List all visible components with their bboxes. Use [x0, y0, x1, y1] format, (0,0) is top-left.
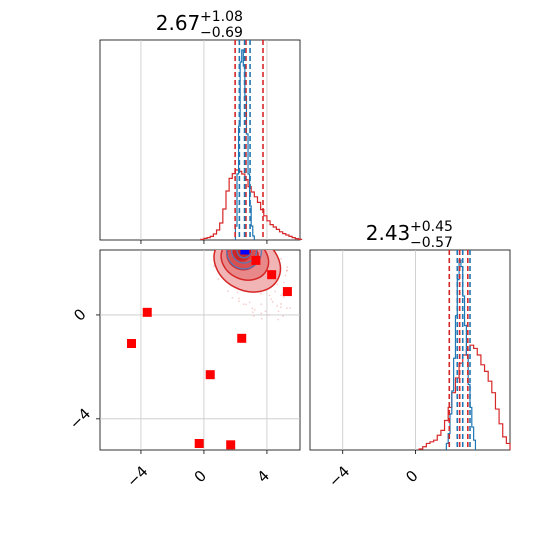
- sample-point: [225, 248, 227, 250]
- sample-point: [212, 244, 214, 246]
- marginal-x-series-0: [200, 169, 303, 240]
- title-upper-error: +0.45: [410, 219, 453, 235]
- title-upper-error: +1.08: [200, 9, 243, 25]
- sample-point: [236, 291, 239, 294]
- sample-point: [242, 303, 245, 306]
- x-tick-label: 0: [191, 467, 210, 486]
- marginal-x-title: 2.67: [156, 11, 201, 35]
- red-marker: [142, 307, 152, 317]
- marginal-x-panel: 2.67 +1.08−0.69: [99, 9, 303, 244]
- blue-marker: [240, 250, 250, 255]
- sample-point: [280, 294, 283, 297]
- sample-point: [253, 241, 255, 243]
- red-marker: [126, 339, 136, 349]
- x-tick-label: −4: [325, 462, 353, 490]
- blue-contour-level: [230, 250, 258, 264]
- sample-point: [268, 314, 270, 316]
- title-lower-error: −0.69: [200, 25, 243, 41]
- red-marker: [237, 333, 247, 343]
- sample-point: [276, 283, 279, 286]
- sample-point: [283, 281, 285, 284]
- sample-point: [261, 247, 263, 249]
- sample-point: [237, 242, 239, 244]
- sample-point: [276, 304, 278, 307]
- marginal-y-panel: 2.43 +0.45−0.57 −4 0: [309, 219, 511, 491]
- sample-point: [260, 303, 263, 306]
- marginal-y-title: 2.43: [366, 221, 411, 245]
- sample-point: [282, 296, 285, 298]
- sample-point: [238, 297, 240, 300]
- title-lower-error: −0.57: [410, 235, 453, 251]
- sample-point: [264, 310, 267, 313]
- sample-point: [237, 244, 239, 246]
- sample-point: [213, 242, 215, 244]
- sample-point: [271, 300, 274, 303]
- marginal-y-series-1: [445, 259, 477, 450]
- red-marker: [267, 270, 277, 280]
- sample-point: [228, 243, 230, 245]
- sample-point: [277, 318, 280, 321]
- x-tick-label: 4: [254, 467, 273, 486]
- sample-point: [251, 307, 254, 310]
- blue-contour-level: [226, 250, 263, 270]
- sample-point: [248, 245, 250, 247]
- x-tick-label: −4: [123, 462, 151, 490]
- sample-point: [279, 306, 282, 309]
- red-marker: [282, 287, 292, 297]
- sample-point: [285, 307, 288, 310]
- red-marker: [194, 439, 204, 449]
- sample-point: [241, 244, 243, 246]
- sample-point: [280, 303, 282, 305]
- sample-point: [252, 315, 255, 317]
- sample-point: [284, 274, 287, 277]
- sample-point: [217, 240, 219, 242]
- marginal-x-frame: [99, 39, 301, 241]
- sample-point: [227, 290, 230, 293]
- sample-point: [240, 245, 242, 247]
- sample-point: [274, 290, 277, 293]
- sample-point: [249, 245, 251, 247]
- sample-point: [280, 257, 282, 260]
- sample-point: [216, 242, 218, 244]
- sample-point: [265, 247, 267, 249]
- sample-point: [260, 292, 263, 295]
- sample-point: [225, 244, 227, 246]
- joint-plot-area: [100, 240, 300, 450]
- y-tick-label: −4: [66, 405, 94, 433]
- sample-point: [212, 265, 215, 268]
- sample-point: [260, 312, 263, 315]
- sample-point: [215, 243, 217, 245]
- sample-point: [218, 245, 220, 247]
- sample-point: [231, 296, 234, 299]
- red-marker: [205, 370, 215, 380]
- blue-contour-level: [236, 250, 252, 259]
- joint-panel: −4 0 4 0 −4: [66, 240, 301, 491]
- sample-point: [238, 300, 240, 303]
- sample-point: [277, 310, 280, 313]
- sample-point: [270, 298, 273, 300]
- sample-point: [289, 307, 292, 309]
- sample-point: [225, 248, 227, 250]
- sample-point: [248, 301, 251, 304]
- sample-point: [285, 270, 288, 272]
- red-marker: [226, 440, 236, 450]
- x-tick-label: 0: [402, 467, 421, 486]
- y-tick-label: 0: [70, 305, 89, 324]
- sample-point: [245, 303, 247, 306]
- sample-point: [251, 311, 254, 314]
- sample-point: [268, 294, 271, 297]
- red-marker: [251, 255, 261, 265]
- marginal-y-series-0: [418, 344, 511, 450]
- sample-point: [260, 317, 263, 320]
- sample-point: [217, 278, 220, 281]
- sample-point: [253, 308, 256, 311]
- sample-point: [271, 244, 273, 246]
- sample-point: [282, 315, 284, 318]
- marginal-y-frame: [309, 249, 511, 451]
- sample-point: [286, 266, 289, 269]
